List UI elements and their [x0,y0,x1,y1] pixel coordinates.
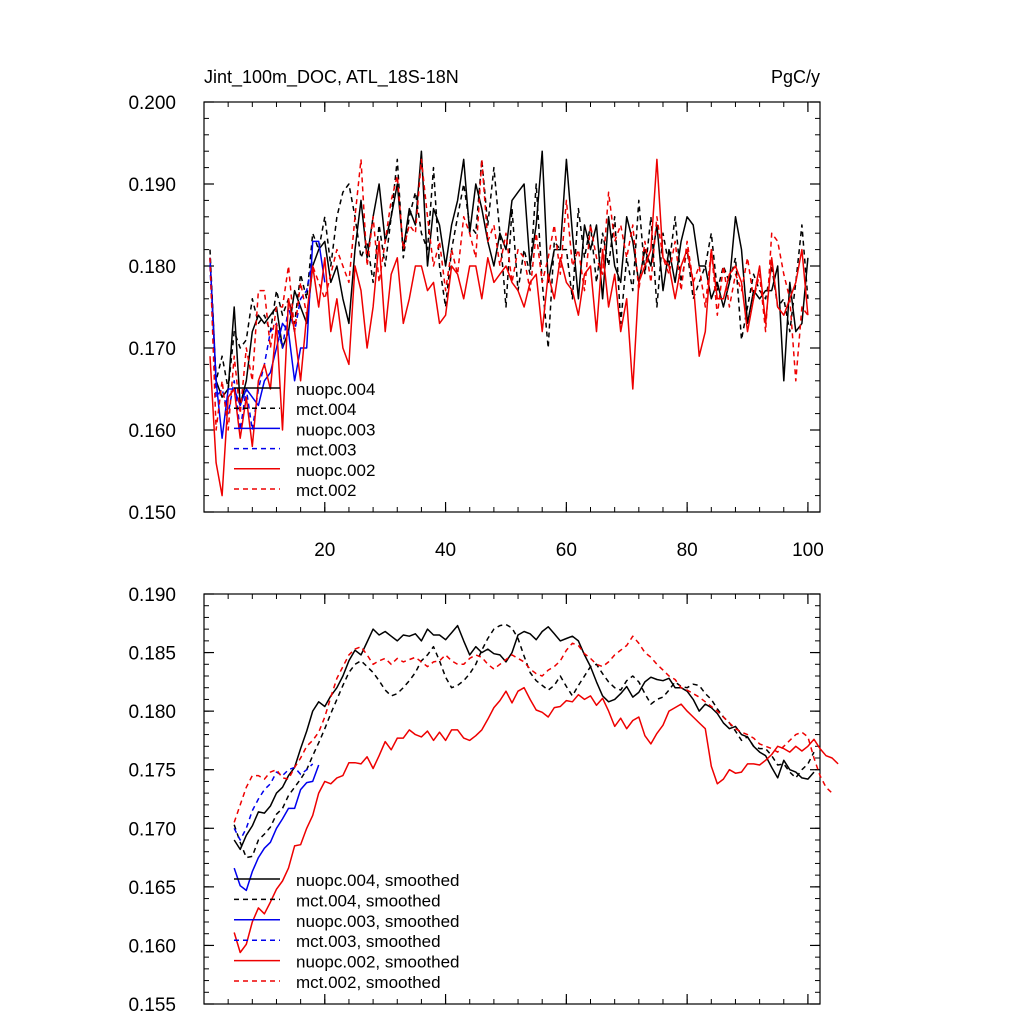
bottom-y-tick-label: 0.185 [128,644,176,665]
top-chart-title: Jint_100m_DOC, ATL_18S-18N [204,67,459,88]
top-x-tick-label: 100 [792,540,824,561]
bottom-y-tick-label: 0.190 [128,585,176,606]
top-legend-label: nuopc.002 [296,461,375,480]
bottom-y-tick-label: 0.165 [128,878,176,899]
top-y-tick-label: 0.150 [128,503,176,524]
top-x-tick-label: 60 [556,540,577,561]
top-y-tick-label: 0.200 [128,93,176,114]
top-legend-label: nuopc.003 [296,420,375,439]
bottom-chart-panel: 0.155 0.160 0.165 0.170 0.175 0.180 0.185 0.190… [128,585,839,1016]
top-x-tick-label: 40 [435,540,456,561]
top-legend-label: nuopc.004 [296,380,375,399]
bottom-legend-label: nuopc.004, smoothed [296,871,460,890]
top-series-line-mct-002 [209,158,809,431]
bottom-series-line-nuopc-003-smoothed [233,764,320,892]
top-x-tick-label: 20 [314,540,335,561]
bottom-legend-label: nuopc.002, smoothed [296,953,460,972]
bottom-plot-frame [203,593,821,1005]
top-legend-label: mct.004 [296,400,356,419]
bottom-y-tick-label: 0.180 [128,702,176,723]
top-y-tick-label: 0.180 [128,257,176,278]
bottom-legend-label: mct.003, smoothed [296,932,441,951]
top-x-tick-label: 80 [677,540,698,561]
bottom-legend-label: mct.004, smoothed [296,891,441,910]
top-chart-units: PgC/y [771,67,820,87]
bottom-y-tick-label: 0.170 [128,819,176,840]
bottom-series-line-mct-002-smoothed [233,635,833,823]
top-y-tick-label: 0.170 [128,339,176,360]
bottom-y-tick-label: 0.160 [128,936,176,957]
top-legend-label: mct.002 [296,481,356,500]
top-legend-label: mct.003 [296,441,356,460]
bottom-legend-label: nuopc.003, smoothed [296,912,460,931]
bottom-series-line-nuopc-004-smoothed [233,624,815,851]
bottom-series-line-mct-004-smoothed [233,623,815,859]
top-chart-panel: 0.150 0.160 0.170 0.180 0.190 0.200 20 40 60 80 10… [128,93,823,561]
top-y-tick-label: 0.190 [128,175,176,196]
bottom-series-line-nuopc-002-smoothed [233,686,839,954]
bottom-y-tick-label: 0.175 [128,761,176,782]
top-y-tick-label: 0.160 [128,421,176,442]
bottom-series-line-mct-003-smoothed [233,763,314,841]
bottom-legend-label: mct.002, smoothed [296,973,441,992]
top-plot-frame [203,101,821,513]
bottom-y-tick-label: 0.155 [128,995,176,1016]
